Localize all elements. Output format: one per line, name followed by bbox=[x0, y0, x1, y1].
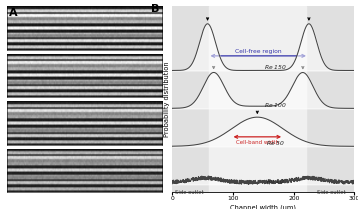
Y-axis label: Probability distribution: Probability distribution bbox=[164, 61, 170, 137]
Text: Side outlet: Side outlet bbox=[175, 190, 204, 195]
Text: $Re$ 100: $Re$ 100 bbox=[264, 101, 287, 109]
Text: $Re$ 10: $Re$ 10 bbox=[266, 177, 285, 185]
Text: Side outlet: Side outlet bbox=[317, 190, 346, 195]
Text: B: B bbox=[150, 4, 159, 14]
Text: $Re$ 100: $Re$ 100 bbox=[0, 112, 1, 134]
Text: A: A bbox=[9, 8, 17, 18]
Text: $Re$ 50: $Re$ 50 bbox=[0, 66, 1, 85]
Text: Cell-free region: Cell-free region bbox=[234, 49, 281, 54]
Text: Cell-band width: Cell-band width bbox=[236, 140, 279, 145]
Text: $Re$ 150: $Re$ 150 bbox=[264, 63, 287, 71]
Text: $Re$ 50: $Re$ 50 bbox=[266, 139, 285, 147]
Bar bbox=[209, 6, 306, 192]
Text: $Re$ 10: $Re$ 10 bbox=[0, 19, 1, 37]
Text: $Re$ 150: $Re$ 150 bbox=[0, 159, 1, 182]
X-axis label: Channel width (μm): Channel width (μm) bbox=[231, 204, 296, 209]
